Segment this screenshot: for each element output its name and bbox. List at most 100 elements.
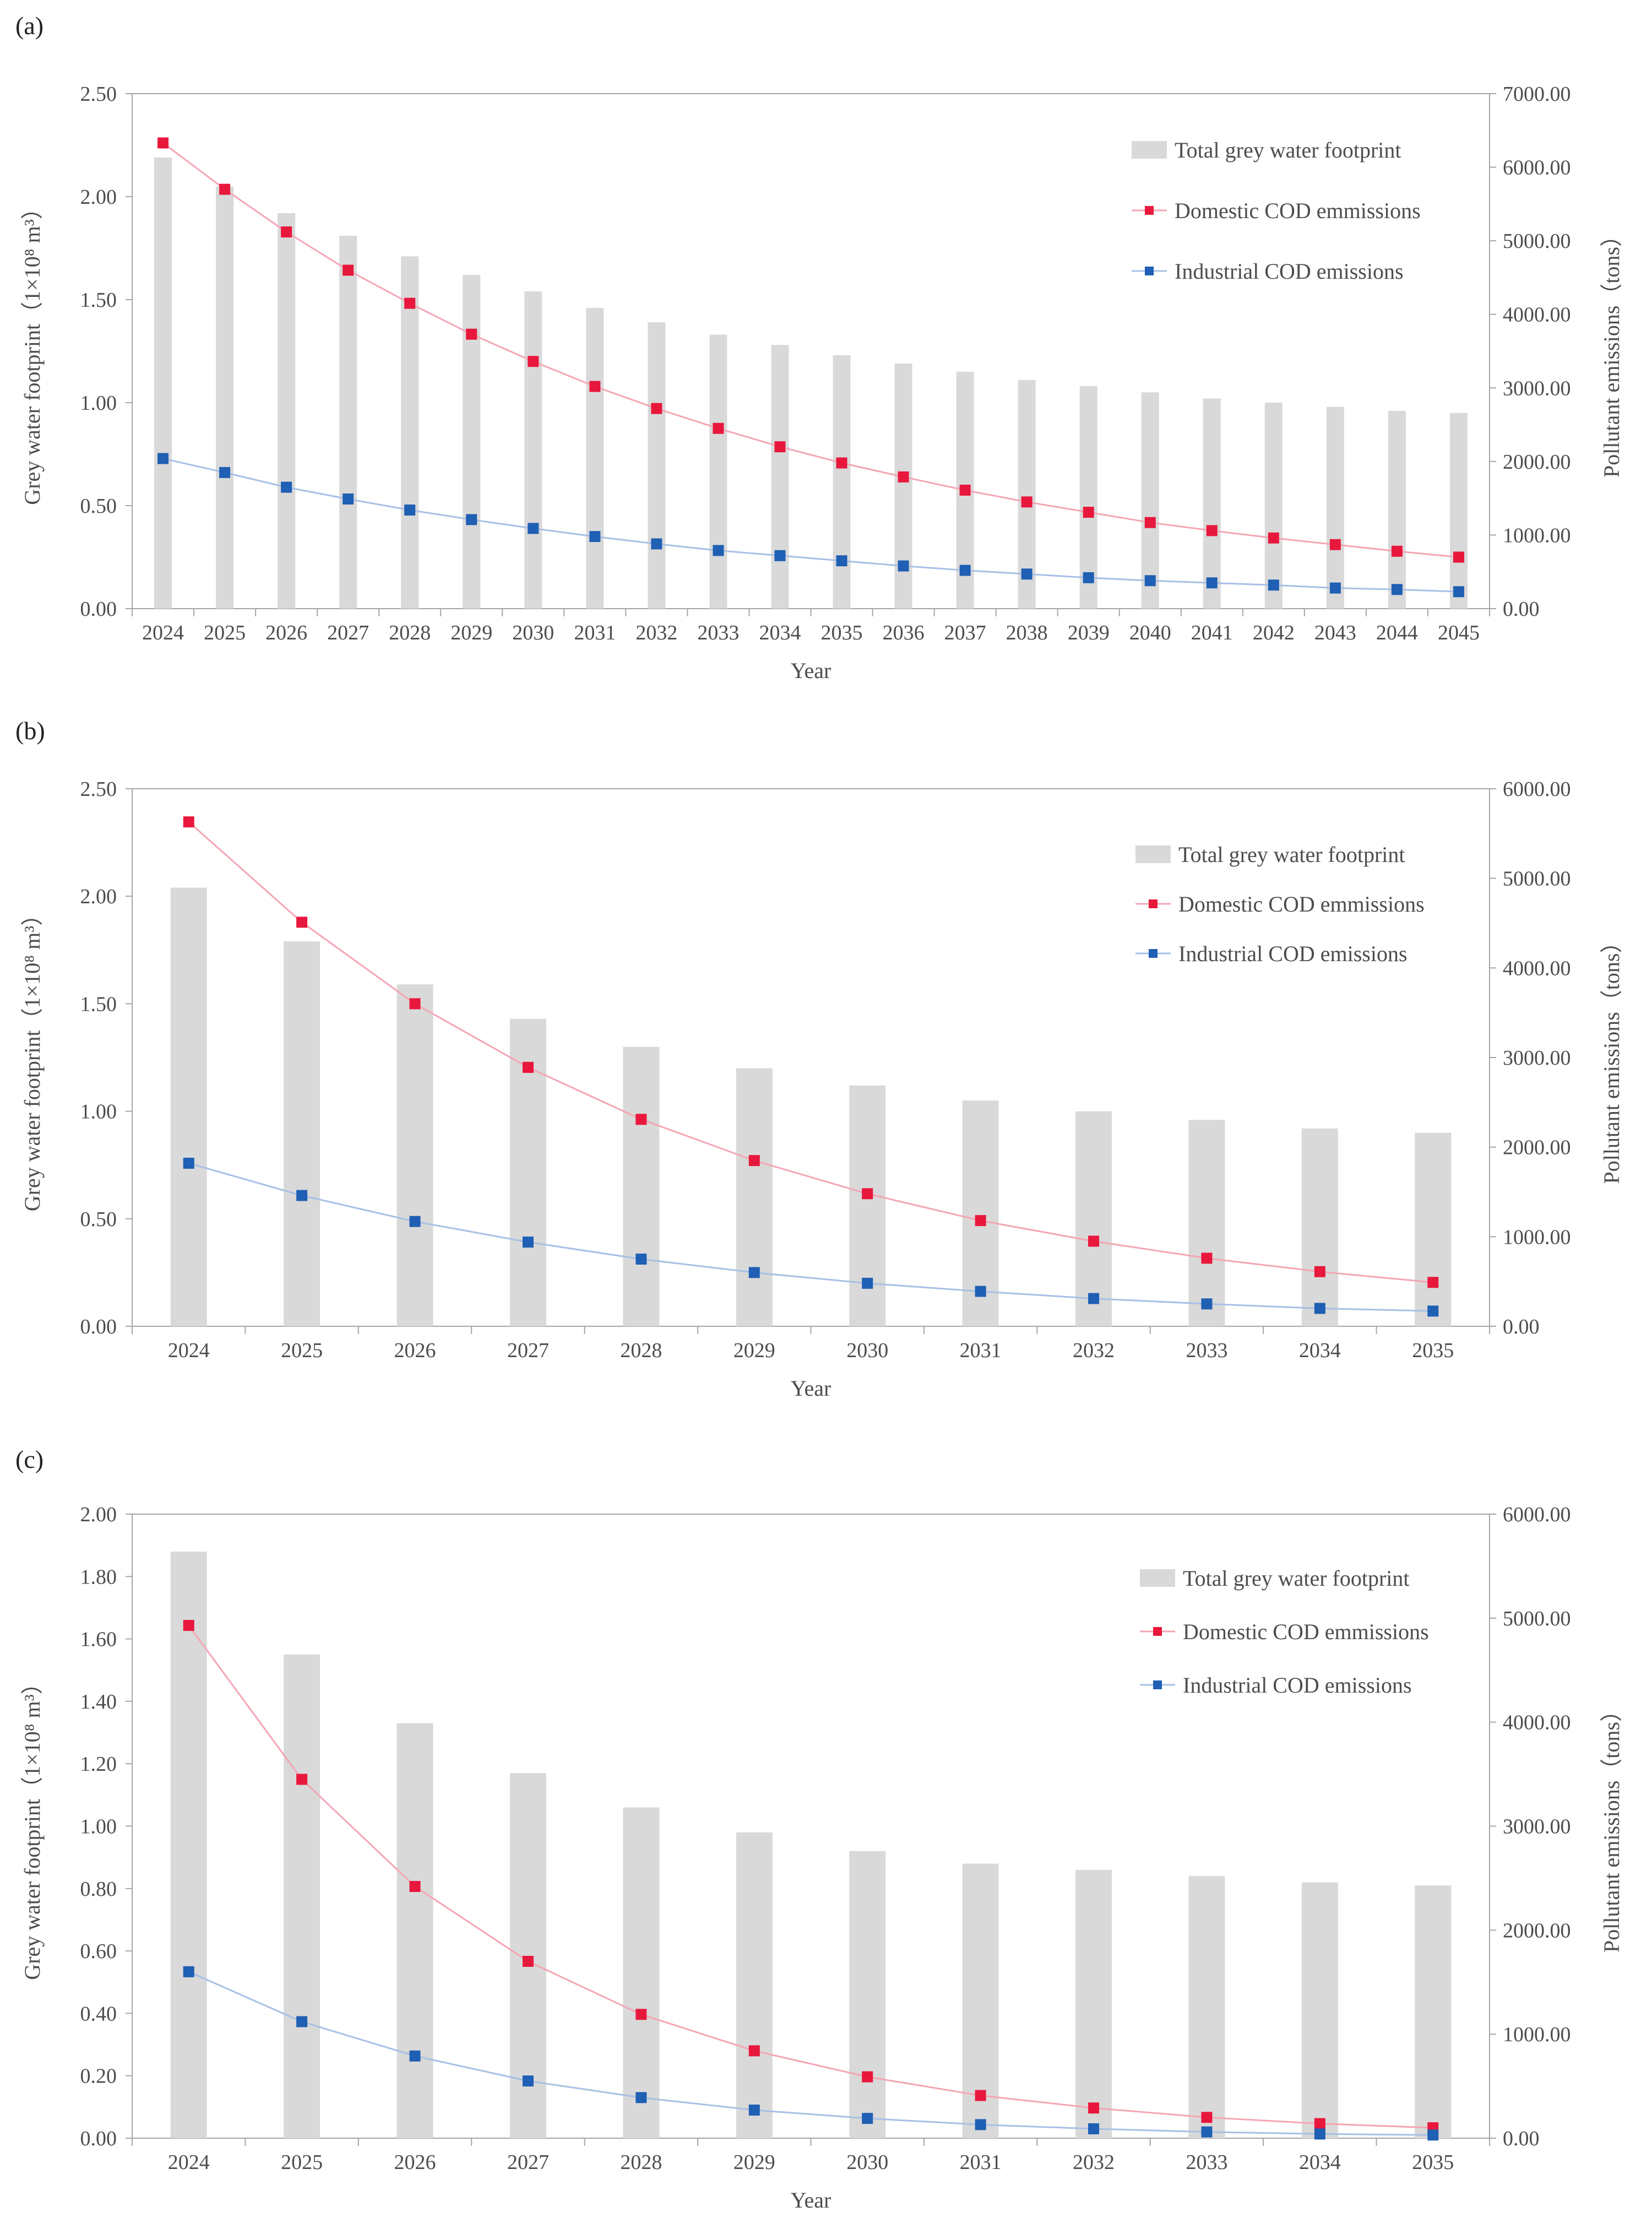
marker-industrial-cod xyxy=(1427,1305,1439,1317)
marker-domestic-cod xyxy=(748,2045,760,2057)
x-tick-label: 2024 xyxy=(168,1339,210,1362)
y-tick-label: 2.50 xyxy=(80,83,117,106)
x-tick-label: 2028 xyxy=(620,1339,662,1362)
x-tick-label: 2043 xyxy=(1314,621,1356,644)
marker-domestic-cod xyxy=(409,998,421,1010)
panel-label: (b) xyxy=(15,717,45,745)
y2-tick-label: 2000.00 xyxy=(1503,1136,1571,1159)
marker-domestic-cod xyxy=(1083,507,1094,518)
x-tick-label: 2028 xyxy=(620,2151,662,2174)
x-tick-label: 2035 xyxy=(821,621,863,644)
x-tick-label: 2034 xyxy=(759,621,801,644)
marker-domestic-cod xyxy=(219,183,231,195)
marker-industrial-cod xyxy=(1021,568,1032,580)
bar-total-grey-water-footprint xyxy=(396,1723,433,2138)
y-tick-label: 0.00 xyxy=(80,598,117,621)
y2-tick-label: 4000.00 xyxy=(1503,1711,1571,1734)
x-tick-label: 2035 xyxy=(1412,1339,1454,1362)
marker-industrial-cod xyxy=(219,467,231,478)
marker-domestic-cod xyxy=(1021,496,1032,508)
x-tick-label: 2025 xyxy=(204,621,246,644)
y-tick-label: 2.00 xyxy=(80,1503,117,1526)
x-tick-label: 2031 xyxy=(960,1339,1002,1362)
panel-label: (c) xyxy=(15,1445,44,1473)
marker-industrial-cod xyxy=(1314,2128,1325,2140)
x-tick-label: 2025 xyxy=(281,1339,323,1362)
x-tick-label: 2033 xyxy=(1186,1339,1227,1362)
x-tick-label: 2032 xyxy=(1073,2151,1115,2174)
marker-industrial-cod xyxy=(959,565,971,576)
chart-panel-c: (c) 0.00 0.20 0.40 0.60 0.80 1.00 1.20 1.40 1.60 1… xyxy=(15,1445,1624,2213)
y2-tick-label: 5000.00 xyxy=(1503,230,1571,253)
bar-total-grey-water-footprint xyxy=(849,1085,886,1326)
marker-industrial-cod xyxy=(651,538,662,550)
marker-domestic-cod xyxy=(183,1620,194,1631)
marker-industrial-cod xyxy=(409,1216,421,1227)
marker-domestic-cod xyxy=(1201,1252,1213,1264)
bar-total-grey-water-footprint xyxy=(339,236,357,609)
legend: Total grey water footprint Domestic COD e… xyxy=(1135,842,1425,966)
y2-tick-label: 7000.00 xyxy=(1503,83,1571,106)
bar-total-grey-water-footprint xyxy=(1415,1132,1452,1326)
marker-domestic-cod xyxy=(898,471,909,482)
x-tick-label: 2042 xyxy=(1253,621,1295,644)
bar-total-grey-water-footprint xyxy=(623,1046,660,1326)
marker-domestic-cod xyxy=(1453,551,1464,563)
legend-label: Domestic COD emmissions xyxy=(1183,1619,1429,1644)
y2-tick-label: 2000.00 xyxy=(1503,451,1571,474)
y2-tick-label: 6000.00 xyxy=(1503,156,1571,180)
marker-industrial-cod xyxy=(183,1966,194,1977)
marker-industrial-cod xyxy=(1088,1293,1100,1304)
marker-domestic-cod xyxy=(466,328,477,340)
bar-total-grey-water-footprint xyxy=(1301,1128,1338,1326)
marker-domestic-cod xyxy=(836,457,847,469)
marker-industrial-cod xyxy=(281,481,292,493)
y-tick-label: 0.00 xyxy=(80,2127,117,2150)
bar-total-grey-water-footprint xyxy=(849,1851,886,2138)
bar-total-grey-water-footprint xyxy=(1188,1876,1225,2138)
bar-total-grey-water-footprint xyxy=(1188,1120,1225,1326)
plot-frame xyxy=(132,788,1490,1327)
y-tick-label: 2.50 xyxy=(80,778,117,801)
y2-tick-label: 4000.00 xyxy=(1503,957,1571,980)
marker-domestic-cod xyxy=(522,1955,534,1967)
bar-total-grey-water-footprint xyxy=(1141,392,1159,609)
marker-industrial-cod xyxy=(1083,572,1094,583)
marker-domestic-cod xyxy=(1088,1235,1100,1247)
plot-frame xyxy=(132,1514,1490,2139)
bar-total-grey-water-footprint xyxy=(1075,1111,1112,1326)
marker-domestic-cod xyxy=(1201,2112,1213,2123)
marker-domestic-cod xyxy=(1427,1277,1439,1288)
x-tick-label: 2030 xyxy=(846,1339,888,1362)
y-tick-label: 0.20 xyxy=(80,2065,117,2088)
bar-total-grey-water-footprint xyxy=(284,1654,320,2138)
bar-total-grey-water-footprint xyxy=(463,275,481,609)
bar-total-grey-water-footprint xyxy=(1264,403,1283,609)
line-domestic-cod xyxy=(188,821,1433,1283)
x-tick-label: 2034 xyxy=(1299,2151,1341,2174)
x-tick-label: 2033 xyxy=(1186,2151,1227,2174)
x-axis-title: Year xyxy=(791,658,832,683)
legend-label: Industrial COD emissions xyxy=(1175,259,1404,284)
legend-label: Total grey water footprint xyxy=(1178,842,1405,867)
bar-total-grey-water-footprint xyxy=(736,1832,773,2138)
legend-label: Industrial COD emissions xyxy=(1183,1673,1412,1698)
y2-axis-title: Pollutant emissions（tons） xyxy=(1599,931,1624,1184)
marker-industrial-cod xyxy=(635,1254,647,1265)
bar-total-grey-water-footprint xyxy=(833,355,851,609)
bar-total-grey-water-footprint xyxy=(278,213,296,609)
marker-industrial-cod xyxy=(1391,584,1403,595)
marker-domestic-cod xyxy=(959,484,971,496)
x-tick-label: 2026 xyxy=(394,2151,436,2174)
marker-domestic-cod xyxy=(1329,539,1341,550)
marker-domestic-cod xyxy=(862,1188,873,1200)
x-tick-label: 2025 xyxy=(281,2151,323,2174)
marker-domestic-cod xyxy=(281,226,292,238)
x-tick-label: 2044 xyxy=(1376,621,1418,644)
marker-industrial-cod xyxy=(635,2092,647,2103)
bar-total-grey-water-footprint xyxy=(216,186,234,609)
x-tick-label: 2040 xyxy=(1129,621,1171,644)
y-tick-label: 1.60 xyxy=(80,1628,117,1651)
marker-industrial-cod xyxy=(183,1157,194,1169)
